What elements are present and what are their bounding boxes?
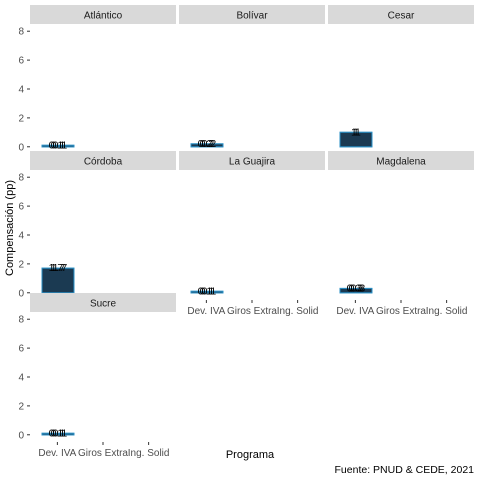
y-tick-label: 4: [18, 373, 24, 384]
y-tick-label: 0: [18, 430, 24, 441]
data-label: 0.1: [53, 427, 68, 439]
y-tick-label: 6: [18, 202, 24, 213]
panels-layer: Atlántico024680.10.10.1Bolívar0.20.20.2C…: [18, 5, 474, 459]
data-label: 1: [351, 126, 357, 138]
bar-ing-solid: [190, 290, 224, 294]
bar-ing-solid: [339, 131, 373, 148]
y-tick-label: 8: [18, 315, 24, 326]
facet-title: Cesar: [388, 11, 415, 22]
facet-strip: [30, 293, 176, 312]
source-caption: Fuente: PNUD & CEDE, 2021: [335, 464, 475, 476]
x-tick-label: Dev. IVA: [38, 448, 76, 459]
facet-strip: [30, 5, 176, 24]
data-label: 0.1: [202, 285, 217, 297]
data-label: 0.1: [51, 139, 66, 151]
y-tick-label: 0: [18, 142, 24, 153]
y-tick-label: 8: [18, 27, 24, 38]
y-tick-label: 8: [18, 173, 24, 184]
x-tick-label: Dev. IVA: [187, 306, 225, 317]
x-tick-label: Dev. IVA: [336, 306, 374, 317]
x-tick-label: Ing. Solid: [128, 448, 170, 459]
data-label: 1: [353, 126, 359, 138]
data-label: 0.2: [198, 138, 213, 150]
data-label: 0.1: [49, 139, 64, 151]
bar-ing-solid: [41, 267, 75, 294]
data-label: 0.1: [51, 427, 66, 439]
facet-title: Córdoba: [84, 157, 123, 168]
y-tick-label: 6: [18, 344, 24, 355]
facet-strip: [179, 151, 325, 170]
data-label: 0.1: [200, 285, 215, 297]
data-label: 0.1: [49, 427, 64, 439]
data-label: 1.7: [53, 262, 68, 274]
data-label: 0.3: [351, 282, 366, 294]
bar-ing-solid: [41, 432, 75, 436]
facet-title: Atlántico: [84, 11, 123, 22]
facet-title: Magdalena: [376, 157, 426, 168]
data-label: 0.1: [198, 285, 213, 297]
y-tick-label: 2: [18, 113, 24, 124]
y-tick-label: 4: [18, 85, 24, 96]
x-tick-label: Giros Extra: [376, 306, 426, 317]
bar-ing-solid: [190, 143, 224, 148]
bar-ing-solid: [339, 287, 373, 294]
y-tick-label: 2: [18, 401, 24, 412]
y-tick-label: 2: [18, 259, 24, 270]
data-label: 0.2: [202, 138, 217, 150]
bar-ing-solid: [41, 144, 75, 148]
data-label: 1.7: [51, 262, 66, 274]
facet-strip: [179, 5, 325, 24]
data-label: 0.3: [347, 282, 362, 294]
y-tick-label: 4: [18, 231, 24, 242]
data-label: 1.7: [49, 262, 64, 274]
facet-strip: [30, 151, 176, 170]
facet-strip: [328, 151, 474, 170]
x-axis-title: Programa: [226, 449, 275, 461]
x-tick-label: Giros Extra: [78, 448, 128, 459]
x-tick-label: Ing. Solid: [277, 306, 319, 317]
y-tick-label: 0: [18, 288, 24, 299]
y-tick-label: 6: [18, 56, 24, 67]
facet-title: Bolívar: [236, 11, 268, 22]
data-label: 0.3: [349, 282, 364, 294]
x-tick-label: Ing. Solid: [426, 306, 468, 317]
data-label: 0.1: [53, 139, 68, 151]
facet-title: La Guajira: [229, 157, 276, 168]
facet-strip: [328, 5, 474, 24]
data-label: 0.2: [200, 138, 215, 150]
data-label: 1: [355, 126, 361, 138]
x-tick-label: Giros Extra: [227, 306, 277, 317]
y-axis-title: Compensación (pp): [4, 180, 16, 276]
facet-title: Sucre: [90, 299, 117, 310]
